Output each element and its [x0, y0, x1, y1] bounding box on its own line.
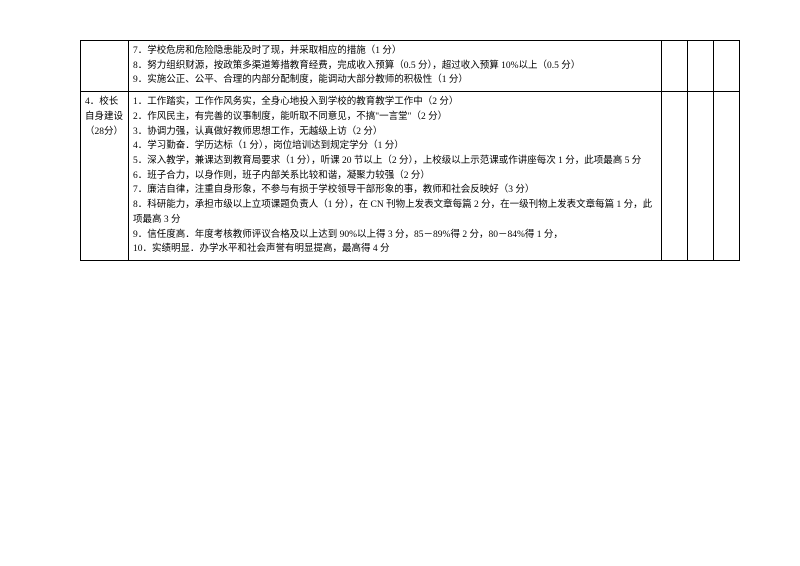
score-cell-1: [662, 41, 688, 92]
score-cell-2: [688, 41, 714, 92]
content-item: 6．班子合力，以身作则，班子内部关系比较和谐，凝聚力较强（2 分）: [133, 169, 657, 184]
score-cell-3: [714, 41, 740, 92]
category-cell: 4．校长自身建设（28分）: [81, 92, 129, 261]
score-cell-3: [714, 92, 740, 261]
page-container: 7．学校危房和危险隐患能及时了现，并采取相应的措施（1 分） 8．努力组织财源，…: [0, 0, 800, 301]
content-item: 1．工作踏实，工作作风务实，全身心地投入到学校的教育教学工作中（2 分）: [133, 95, 657, 110]
table-row: 7．学校危房和危险隐患能及时了现，并采取相应的措施（1 分） 8．努力组织财源，…: [81, 41, 740, 92]
content-cell: 1．工作踏实，工作作风务实，全身心地投入到学校的教育教学工作中（2 分） 2．作…: [129, 92, 662, 261]
content-item: 9．信任度高．年度考核教师评议合格及以上达到 90%以上得 3 分，85－89%…: [133, 228, 657, 243]
content-item: 8．科研能力，承担市级以上立项课题负责人（1 分），在 CN 刊物上发表文章每篇…: [133, 198, 657, 227]
content-item: 2．作风民主，有完善的议事制度，能听取不同意见，不搞"一言堂"（2 分）: [133, 110, 657, 125]
content-item: 8．努力组织财源，按政策多渠道筹措教育经费，完成收入预算（0.5 分），超过收入…: [133, 59, 657, 74]
evaluation-table: 7．学校危房和危险隐患能及时了现，并采取相应的措施（1 分） 8．努力组织财源，…: [80, 40, 740, 261]
category-cell: [81, 41, 129, 92]
score-cell-2: [688, 92, 714, 261]
content-item: 9．实施公正、公平、合理的内部分配制度，能调动大部分教师的积极性（1 分）: [133, 73, 657, 88]
content-item: 7．廉洁自律，注重自身形象，不参与有损于学校领导干部形象的事，教师和社会反映好（…: [133, 183, 657, 198]
score-cell-1: [662, 92, 688, 261]
content-item: 3．协调力强，认真做好教师思想工作，无越级上访（2 分）: [133, 125, 657, 140]
content-cell: 7．学校危房和危险隐患能及时了现，并采取相应的措施（1 分） 8．努力组织财源，…: [129, 41, 662, 92]
table-row: 4．校长自身建设（28分） 1．工作踏实，工作作风务实，全身心地投入到学校的教育…: [81, 92, 740, 261]
content-item: 7．学校危房和危险隐患能及时了现，并采取相应的措施（1 分）: [133, 44, 657, 59]
content-item: 5．深入教学，兼课达到教育局要求（1 分），听课 20 节以上（2 分），上校级…: [133, 154, 657, 169]
content-item: 4．学习勤奋．学历达标（1 分），岗位培训达到规定学分（1 分）: [133, 139, 657, 154]
content-item: 10．实绩明显．办学水平和社会声誉有明显提高，最高得 4 分: [133, 242, 657, 257]
